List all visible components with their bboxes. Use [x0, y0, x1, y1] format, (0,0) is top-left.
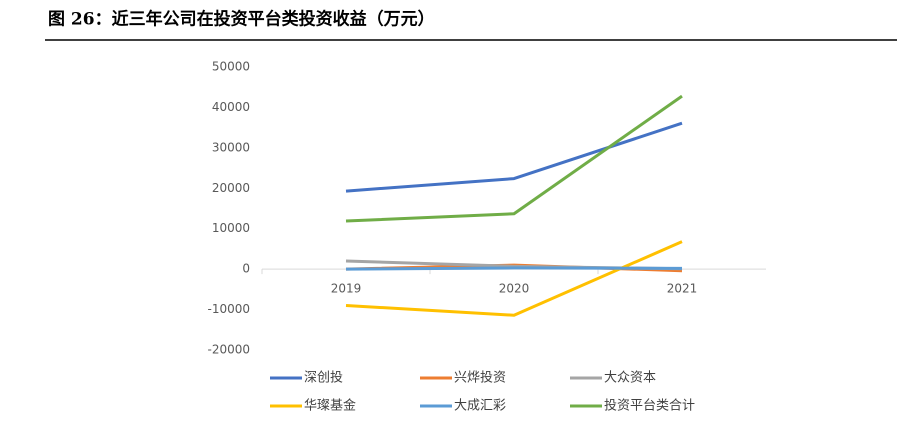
series-line — [345, 94, 683, 223]
y-tick-label: 30000 — [212, 140, 250, 154]
y-tick-label: 50000 — [212, 60, 250, 74]
legend-label: 兴烨投资 — [454, 370, 506, 386]
legend-label: 华璨基金 — [304, 398, 356, 414]
series-line — [345, 240, 683, 317]
y-tick-label: -10000 — [207, 302, 250, 316]
x-tick-label: 2021 — [667, 282, 698, 296]
y-tick-label: -20000 — [207, 343, 250, 357]
x-tick-label: 2020 — [499, 282, 530, 296]
chart-title: 图 26：近三年公司在投资平台类投资收益（万元） — [48, 9, 435, 30]
x-tick-label: 2019 — [331, 282, 362, 296]
y-tick-label: 20000 — [212, 181, 250, 195]
y-tick-label: 10000 — [212, 221, 250, 235]
legend-label: 大众资本 — [604, 371, 656, 386]
legend-label: 投资平台类合计 — [604, 398, 695, 414]
y-tick-label: 0 — [242, 262, 250, 276]
series-line — [345, 121, 683, 193]
legend-label: 大成汇彩 — [454, 399, 506, 414]
y-tick-label: 40000 — [212, 100, 250, 114]
legend-label: 深创投 — [304, 370, 343, 386]
series-line — [345, 266, 683, 271]
